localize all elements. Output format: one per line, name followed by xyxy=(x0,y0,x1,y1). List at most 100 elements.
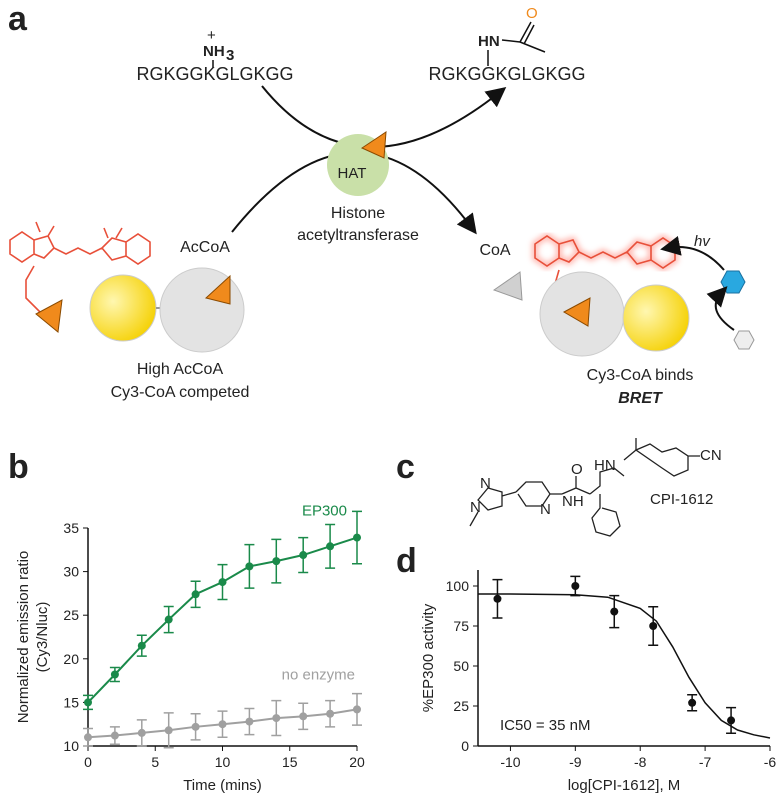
coa-triangle xyxy=(492,271,523,301)
x-axis-label: log[CPI-1612], M xyxy=(568,777,681,794)
product: RGKGGKGLGKGG xyxy=(428,64,585,84)
acetyl-bonds xyxy=(501,21,546,53)
point xyxy=(571,582,580,590)
furimazine-oxidized xyxy=(720,270,746,294)
point xyxy=(164,726,173,735)
x-tick-label: 0 xyxy=(84,754,92,770)
point xyxy=(353,533,361,542)
x-tick-label: -7 xyxy=(699,754,712,770)
x-tick-label: -8 xyxy=(634,754,647,770)
charge: + xyxy=(207,27,216,44)
point xyxy=(110,731,119,740)
structure xyxy=(469,438,700,537)
point xyxy=(493,594,502,603)
compound-name: CPI-1612 xyxy=(650,491,713,508)
x-axis-label: Time (mins) xyxy=(183,777,262,794)
hat-domain xyxy=(159,267,245,353)
y-tick-label: 25 xyxy=(453,698,469,714)
coa-triangle xyxy=(35,299,63,333)
cy3-dye-glow xyxy=(532,232,678,299)
point xyxy=(688,698,697,707)
atom: O xyxy=(571,461,583,478)
point xyxy=(727,716,736,725)
point xyxy=(299,712,308,721)
point xyxy=(353,705,361,714)
point xyxy=(191,590,200,599)
atom: HN xyxy=(594,457,616,474)
point xyxy=(272,714,281,723)
y-tick-label: 100 xyxy=(446,578,470,594)
atom: N xyxy=(470,499,481,516)
point xyxy=(137,728,146,737)
atom: CN xyxy=(700,447,722,464)
y-axis-label: %EP300 activity xyxy=(420,603,437,712)
y-tick-label: 10 xyxy=(63,738,79,754)
acetyl-triangle xyxy=(204,274,231,305)
y-tick-label: 35 xyxy=(63,520,79,536)
y-tick-label: 20 xyxy=(63,651,79,667)
point xyxy=(326,709,335,718)
point xyxy=(610,607,619,616)
point xyxy=(110,670,119,679)
x-tick-label: 10 xyxy=(215,754,231,770)
point xyxy=(191,722,200,731)
y-tick-label: 15 xyxy=(63,694,79,710)
y-axis-label: (Cy3/Nluc) xyxy=(34,602,51,673)
annotation: IC50 = 35 nM xyxy=(500,717,590,734)
panel-label: b xyxy=(8,448,29,486)
acetyl-triangle xyxy=(360,131,387,159)
enzyme-name: Histone xyxy=(331,205,385,222)
point xyxy=(84,733,92,742)
released: CoA xyxy=(479,242,510,259)
point xyxy=(326,542,335,551)
oxygen: O xyxy=(526,5,538,22)
x-tick-label: 15 xyxy=(282,754,298,770)
x-tick-label: -9 xyxy=(569,754,582,770)
x-tick-label: -6 xyxy=(764,754,777,770)
caption: Cy3-CoA binds xyxy=(587,367,694,384)
furimazine xyxy=(733,330,755,350)
amine: NH xyxy=(203,43,225,60)
fit-curve xyxy=(478,593,771,739)
caption: BRET xyxy=(618,390,663,407)
y-tick-label: 75 xyxy=(453,618,469,634)
x-tick-label: -10 xyxy=(500,754,520,770)
point xyxy=(218,578,227,587)
point xyxy=(272,557,281,566)
caption: Cy3-CoA competed xyxy=(111,384,250,401)
cofactor: AcCoA xyxy=(180,239,230,256)
atom: N xyxy=(540,501,551,518)
y-tick-label: 50 xyxy=(453,658,469,674)
y-tick-label: 25 xyxy=(63,607,79,623)
x-tick-label: 20 xyxy=(349,754,365,770)
enzyme-name: acetyltransferase xyxy=(297,227,419,244)
y-tick-label: 30 xyxy=(63,564,79,580)
x-tick-label: 5 xyxy=(151,754,159,770)
photon: hv xyxy=(694,233,711,250)
y-tick-label: 0 xyxy=(461,738,469,754)
nluc xyxy=(89,274,157,342)
cy3-dye xyxy=(9,221,151,313)
enzyme: HAT xyxy=(338,165,367,182)
substrate: RGKGGKGLGKGG xyxy=(136,64,293,84)
y-axis-label: Normalized emission ratio xyxy=(15,551,32,724)
series-label: no enzyme xyxy=(282,666,355,683)
panel-c: c N N N O NH HN CN CPI-1612 xyxy=(396,438,722,537)
point xyxy=(137,641,146,650)
atom: N xyxy=(480,475,491,492)
panel-label: a xyxy=(8,0,28,38)
point xyxy=(649,622,658,630)
coa-triangle xyxy=(562,297,591,327)
point xyxy=(218,720,227,729)
series-label: EP300 xyxy=(302,503,347,520)
atom: NH xyxy=(562,493,584,510)
caption: High AcCoA xyxy=(137,361,224,378)
panel-label: d xyxy=(396,542,417,580)
panel-label: c xyxy=(396,448,415,486)
point xyxy=(164,615,173,624)
panel-a: a + NH 3 RGKGGKGLGKGG HN O RGKGGKGLGKGG … xyxy=(8,0,755,407)
point xyxy=(84,698,92,707)
amine-sub: 3 xyxy=(226,47,234,64)
amide: HN xyxy=(478,33,500,50)
